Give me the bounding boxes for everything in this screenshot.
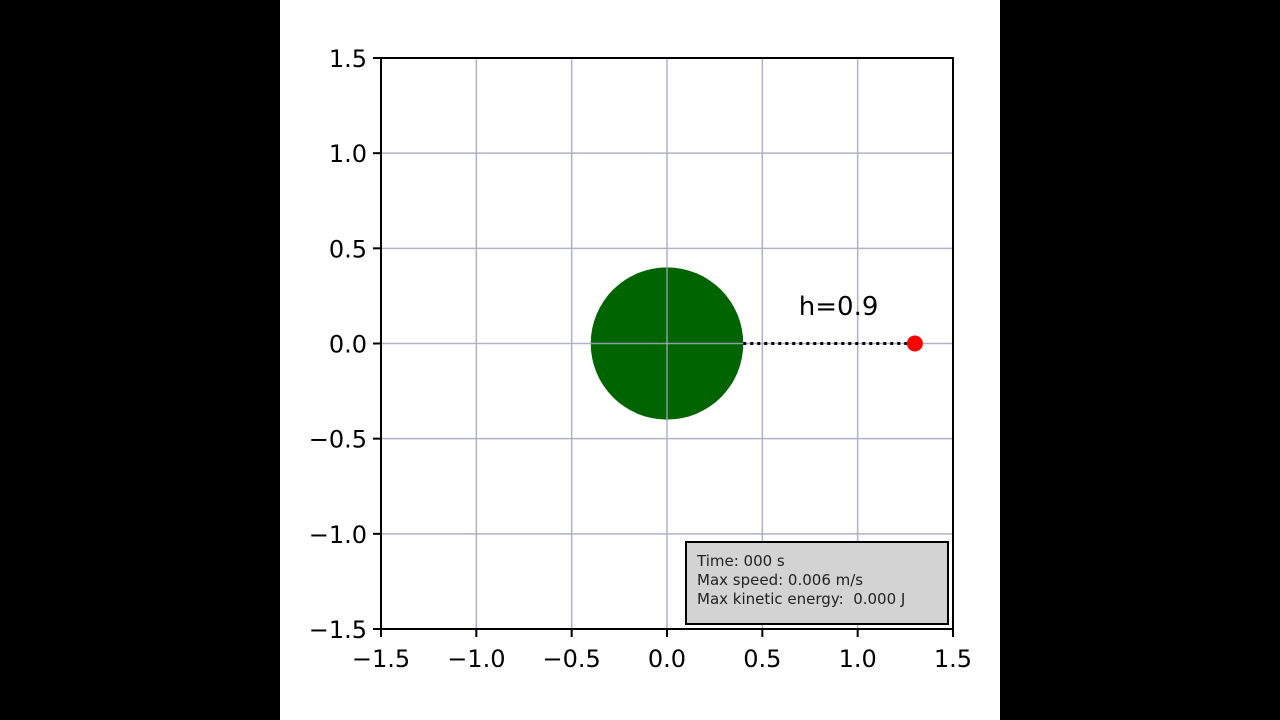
figure: h=0.9 −1.5 −1.0 −0.5 0.0 0.5 1.0 1.5 −1.5 −1.0 −0.… — [280, 0, 1000, 720]
x-tick-label-0: −1.5 — [352, 645, 410, 673]
max-speed-readout: Max speed: 0.006 m/s — [697, 571, 864, 589]
x-tick-label-4: 0.5 — [743, 645, 781, 673]
x-tick-label-6: 1.5 — [934, 645, 972, 673]
x-tick-label-3: 0.0 — [648, 645, 686, 673]
y-tick-label-5: 1.0 — [329, 140, 367, 168]
info-box: Time: 000 s Max speed: 0.006 m/s Max kinet… — [685, 541, 949, 625]
x-tick-label-5: 1.0 — [839, 645, 877, 673]
height-annotation: h=0.9 — [799, 292, 879, 322]
time-readout: Time: 000 s — [697, 552, 785, 570]
y-tick-label-6: 1.5 — [329, 45, 367, 73]
y-tick-label-0: −1.5 — [309, 616, 367, 644]
x-tick-label-2: −0.5 — [543, 645, 601, 673]
max-kinetic-energy-readout: Max kinetic energy: 0.000 J — [697, 590, 906, 608]
y-tick-label-4: 0.5 — [329, 235, 367, 263]
y-tick-label-1: −1.0 — [309, 521, 367, 549]
y-tick-label-2: −0.5 — [309, 426, 367, 454]
x-tick-label-1: −1.0 — [447, 645, 505, 673]
plot-area: h=0.9 −1.5 −1.0 −0.5 0.0 0.5 1.0 1.5 −1.5 −1.0 −0.… — [309, 45, 972, 673]
y-tick-label-3: 0.0 — [329, 331, 367, 359]
particle-point — [906, 335, 923, 352]
